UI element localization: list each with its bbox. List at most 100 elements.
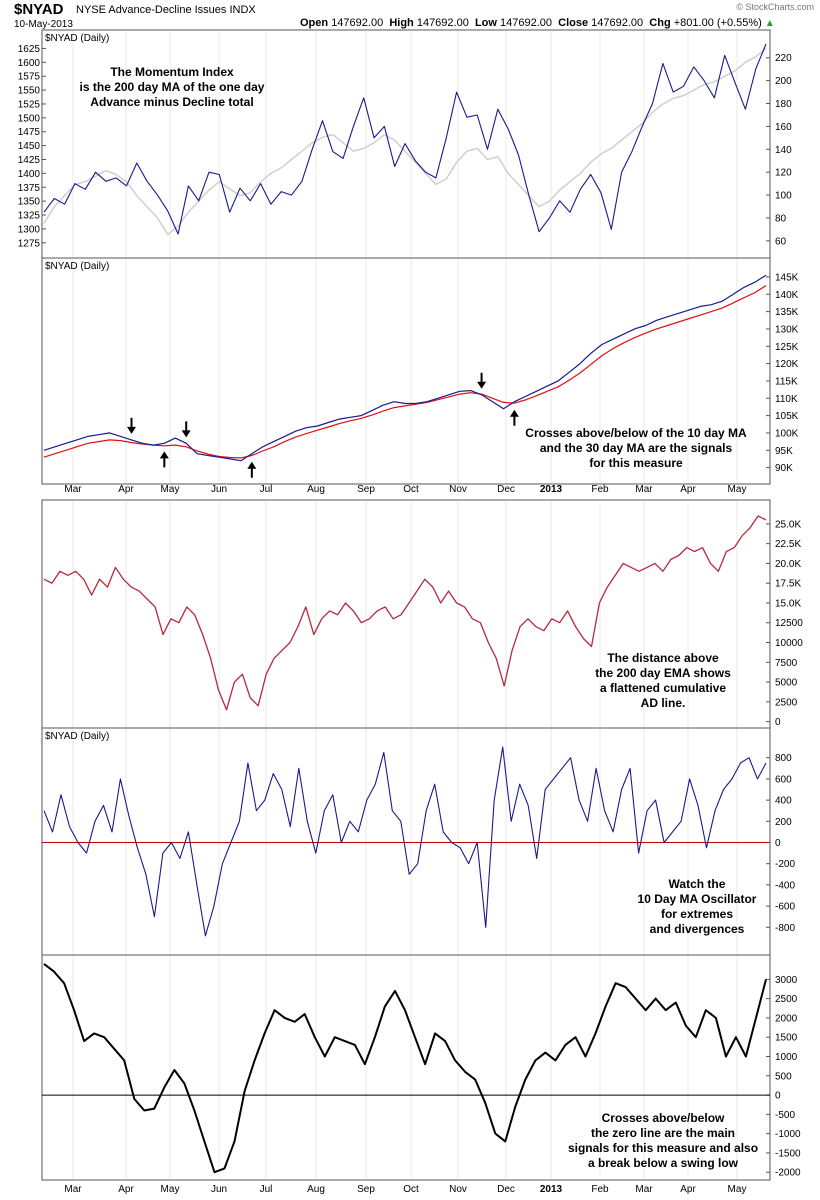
panel-3-right-axis-tick-label: 10000 [775, 638, 803, 649]
month-label-jun: Jun [211, 484, 227, 495]
panel-1-left-axis-tick-label: 1575 [18, 72, 41, 83]
panel-4-right-axis-tick-label: 400 [775, 796, 792, 807]
panel-3-right-axis-tick-label: 0 [775, 717, 781, 728]
month-label-jul: Jul [260, 1184, 273, 1195]
panel-4-right-axis-tick-label: 200 [775, 817, 792, 828]
panel-3-right-axis-tick-label: 15.0K [775, 598, 801, 609]
panel-4-right-axis-tick-label: -400 [775, 880, 795, 891]
low-label: Low [474, 17, 497, 29]
panel-5-right-axis-tick-label: 500 [775, 1071, 792, 1082]
panel-2-annotation-line-3: for this measure [589, 456, 683, 470]
description-text: NYSE Advance-Decline Issues [76, 4, 227, 16]
panel-1-right-axis-tick-label: 60 [775, 236, 787, 247]
close-label: Close [558, 17, 589, 29]
panel-2-right-axis-tick-label: 135K [775, 307, 799, 318]
panel-5-right-axis-tick-label: 2500 [775, 994, 798, 1005]
panel-2-right-axis-tick-label: 140K [775, 290, 799, 301]
panel-5-right-axis-tick-label: -2000 [775, 1168, 801, 1179]
month-label-2013: 2013 [540, 1184, 563, 1195]
panel-1-right-axis-tick-label: 140 [775, 145, 792, 156]
stockcharts-watermark: © StockCharts.com [736, 2, 814, 12]
panel-5-right-axis-tick-label: -1500 [775, 1148, 801, 1159]
panel-5-frame [41, 954, 771, 1181]
month-label-aug: Aug [307, 484, 325, 495]
panel-5-right-axis-tick-label: 3000 [775, 975, 798, 986]
month-label-oct: Oct [403, 484, 419, 495]
momentum-index-line [43, 43, 767, 235]
panel-5-right-axis-tick-label: -500 [775, 1110, 795, 1121]
panel-2-right-axis-tick-label: 105K [775, 411, 799, 422]
ticker-description: NYSE Advance-Decline Issues INDX [76, 4, 256, 16]
panel-2-right-axis-tick-label: 120K [775, 359, 799, 370]
panel-3-right-axis-tick-label: 25.0K [775, 519, 801, 530]
month-label-may: May [161, 1184, 180, 1195]
month-label-jul: Jul [260, 484, 273, 495]
momentum-oscillator-line [43, 963, 767, 1174]
panel-2-right-axis-tick-label: 100K [775, 428, 799, 439]
month-label-dec: Dec [497, 1184, 515, 1195]
month-label-feb: Feb [591, 1184, 609, 1195]
month-label-mar: Mar [64, 1184, 82, 1195]
panel-1-left-axis-tick-label: 1500 [18, 113, 41, 124]
panel-1-left-axis-tick-label: 1475 [18, 127, 41, 138]
panel-4-right-axis-tick-label: -600 [775, 902, 795, 913]
panel-5-right-axis-tick-label: -1000 [775, 1129, 801, 1140]
panel-1-right-axis-tick-label: 80 [775, 213, 787, 224]
panel-1-left-axis-tick-label: 1375 [18, 183, 41, 194]
up-arrow-icon: ▲ [764, 18, 775, 29]
panel-4-right-axis-tick-label: 600 [775, 774, 792, 785]
panel-1-label: $NYAD (Daily) [45, 33, 109, 44]
panel-2-right-axis-tick-label: 90K [775, 463, 793, 474]
exchange-label: INDX [229, 4, 256, 16]
month-label-mar: Mar [64, 484, 82, 495]
high-value: 147692.00 [416, 17, 469, 29]
down-arrow-icon [127, 426, 137, 434]
month-label-nov: Nov [449, 1184, 467, 1195]
panel-1-annotation-line-3: Advance minus Decline total [90, 95, 253, 109]
panel-2-right-axis-tick-label: 145K [775, 272, 799, 283]
ma-10-line [43, 274, 767, 462]
month-label-apr: Apr [118, 1184, 134, 1195]
month-label-mar: Mar [635, 484, 653, 495]
panel-1-left-axis-tick-label: 1450 [18, 141, 41, 152]
panel-5-right-axis-tick-label: 2000 [775, 1013, 798, 1024]
panel-5-annotation-line-1: Crosses above/below [602, 1111, 725, 1125]
panel-3-right-axis-tick-label: 20.0K [775, 559, 801, 570]
month-label-apr: Apr [680, 1184, 696, 1195]
panel-4-right-axis-tick-label: -800 [775, 923, 795, 934]
panel-1-right-axis-tick-label: 220 [775, 53, 792, 64]
panel-5-annotation-line-2: the zero line are the main [591, 1126, 735, 1140]
month-label-dec: Dec [497, 484, 515, 495]
panel-3-annotation-line-1: The distance above [607, 651, 719, 665]
panel-3-right-axis-tick-label: 7500 [775, 658, 798, 669]
panel-2-right-axis-tick-label: 125K [775, 342, 799, 353]
panel-1-left-axis-tick-label: 1400 [18, 169, 41, 180]
panel-2-right-axis-tick-label: 110K [775, 394, 798, 405]
month-label-may: May [728, 484, 747, 495]
panel-2-right-axis-tick-label: 130K [775, 324, 799, 335]
chg-label: Chg [649, 17, 671, 29]
panel-5-annotation-line-3: signals for this measure and also [568, 1141, 758, 1155]
panel-4-annotation-line-3: for extremes [661, 907, 733, 921]
panel-3-right-axis-tick-label: 2500 [775, 697, 798, 708]
down-arrow-icon [181, 430, 191, 438]
month-label-sep: Sep [357, 484, 375, 495]
distance-above-ema-line [43, 515, 767, 711]
panel-4-right-axis-tick-label: -200 [775, 859, 795, 870]
panel-5-annotation-line-4: a break below a swing low [588, 1156, 739, 1170]
panel-3-right-axis-tick-label: 22.5K [775, 539, 801, 550]
ticker-symbol: $NYAD [14, 1, 64, 18]
panel-1-left-axis-tick-label: 1600 [18, 58, 41, 69]
panel-1-left-axis-tick-label: 1350 [18, 197, 41, 208]
panel-3-right-axis-tick-label: 12500 [775, 618, 803, 629]
panel-5-right-axis-tick-label: 1000 [775, 1052, 798, 1063]
panel-2-annotation-line-2: and the 30 day MA are the signals [540, 441, 733, 455]
panel-2-frame [41, 257, 771, 485]
panel-3-right-axis-tick-label: 5000 [775, 678, 798, 689]
chg-value: +801.00 (+0.55%) [673, 17, 762, 29]
month-label-2013: 2013 [540, 484, 563, 495]
month-label-jun: Jun [211, 1184, 227, 1195]
high-label: High [389, 17, 414, 29]
panel-1-left-axis-tick-label: 1275 [18, 238, 41, 249]
panel-1-left-axis-tick-label: 1550 [18, 86, 41, 97]
